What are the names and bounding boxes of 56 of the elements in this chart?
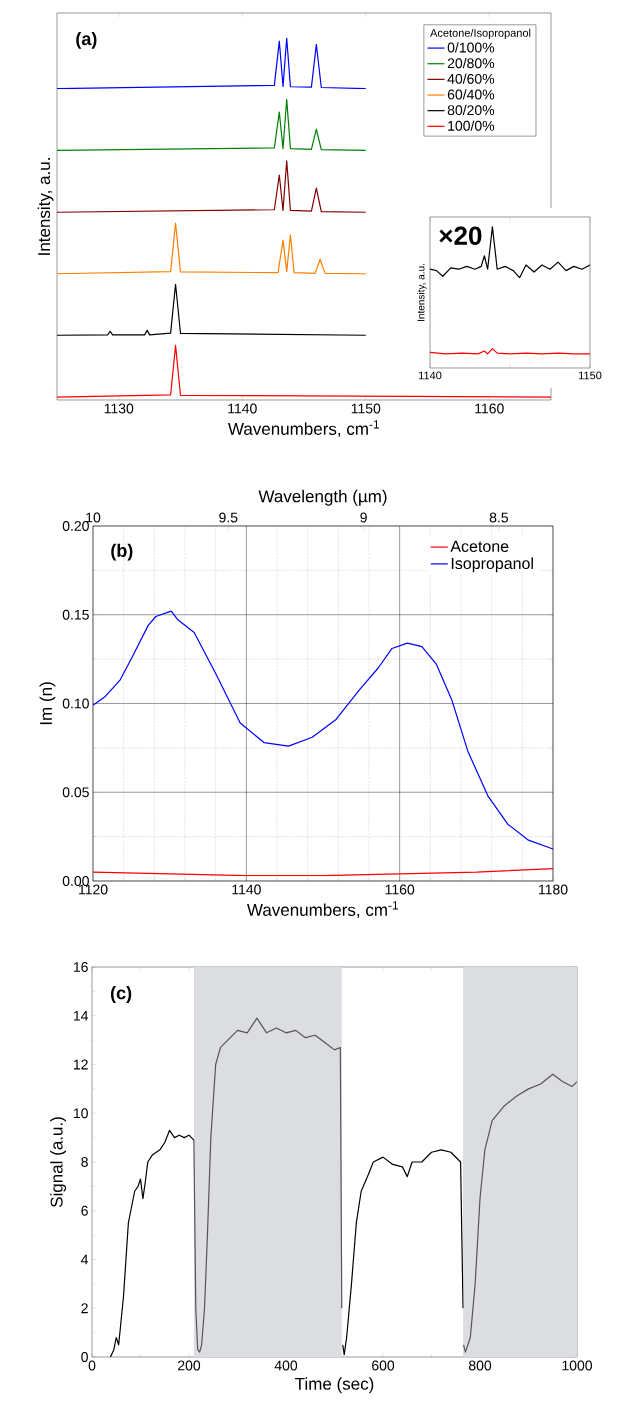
annotation: ×20 bbox=[439, 226, 482, 245]
y-tick-label: 16 bbox=[73, 962, 88, 972]
legend-label: Acetone bbox=[450, 540, 509, 552]
y-tick-label: 4 bbox=[81, 1254, 89, 1265]
y-tick-label: 2 bbox=[81, 1303, 88, 1314]
y-tick-label: 0.05 bbox=[62, 787, 89, 798]
x2-tick-label: 8.5 bbox=[489, 512, 509, 523]
legend-label: 20/80% bbox=[447, 57, 495, 69]
legend-label: 60/40% bbox=[447, 89, 495, 100]
annotation: (b) bbox=[111, 543, 133, 561]
y-tick-label: 14 bbox=[73, 1010, 89, 1021]
x2-axis-title: Wavelength (µm) bbox=[258, 489, 387, 506]
x-tick-label: 1140 bbox=[232, 884, 261, 895]
x-tick-label: 1150 bbox=[351, 403, 381, 414]
annotation: (a) bbox=[76, 31, 97, 49]
y-tick-label: 0.20 bbox=[62, 521, 89, 531]
x-axis-title: Time (sec) bbox=[295, 1377, 374, 1394]
y-tick-label: 0.10 bbox=[62, 698, 89, 709]
x-tick-label: 0 bbox=[88, 1360, 96, 1371]
y-tick-label: 0.00 bbox=[62, 876, 89, 886]
annotation: (c) bbox=[110, 986, 132, 1003]
y-tick-label: 6 bbox=[81, 1205, 88, 1216]
x-tick-label: 1140 bbox=[419, 371, 442, 380]
x-tick-label: 1120 bbox=[79, 884, 108, 895]
x-axis-title: Wavenumbers, cm$^{-1}$ bbox=[247, 901, 398, 918]
line-series bbox=[93, 867, 553, 877]
x-tick-label: 1160 bbox=[385, 884, 415, 895]
x-tick-label: 1150 bbox=[579, 371, 602, 380]
x-tick-label: 1160 bbox=[475, 403, 504, 414]
y-axis-title: Intensity, a.u. bbox=[417, 264, 427, 321]
x-tick-label: 1130 bbox=[104, 403, 134, 414]
y-tick-label: 12 bbox=[73, 1059, 88, 1070]
x-tick-label: 200 bbox=[178, 1360, 201, 1371]
legend-label: 40/60% bbox=[447, 73, 495, 84]
x2-tick-label: 9.5 bbox=[219, 512, 238, 523]
legend-title: Acetone/Isopropanol bbox=[430, 28, 531, 40]
x-tick-label: 1180 bbox=[539, 884, 568, 895]
y-tick-label: 0.15 bbox=[62, 609, 89, 620]
y-tick-label: 8 bbox=[81, 1157, 88, 1167]
legend-label: 0/100% bbox=[447, 42, 495, 53]
x-axis-title: Wavenumbers, cm$^{-1}$ bbox=[228, 420, 379, 437]
x2-tick-label: 9 bbox=[360, 512, 367, 523]
x-tick-label: 1000 bbox=[562, 1360, 593, 1371]
x-tick-label: 600 bbox=[372, 1360, 395, 1371]
y-axis-title: Im (n) bbox=[39, 682, 56, 725]
y-tick-label: 0 bbox=[81, 1352, 88, 1362]
x-tick-label: 1140 bbox=[228, 403, 257, 414]
line-series bbox=[93, 610, 553, 850]
x-tick-label: 800 bbox=[468, 1360, 492, 1371]
x-tick-label: 400 bbox=[274, 1360, 298, 1371]
legend-label: Isopropanol bbox=[451, 557, 533, 573]
legend-label: 100/0% bbox=[448, 120, 495, 131]
legend-label: 80/20% bbox=[447, 104, 495, 116]
y-axis-title: Signal (a.u.) bbox=[50, 1117, 67, 1208]
y-axis-title: Intensity, a.u. bbox=[37, 158, 54, 255]
y-tick-label: 10 bbox=[73, 1108, 88, 1119]
